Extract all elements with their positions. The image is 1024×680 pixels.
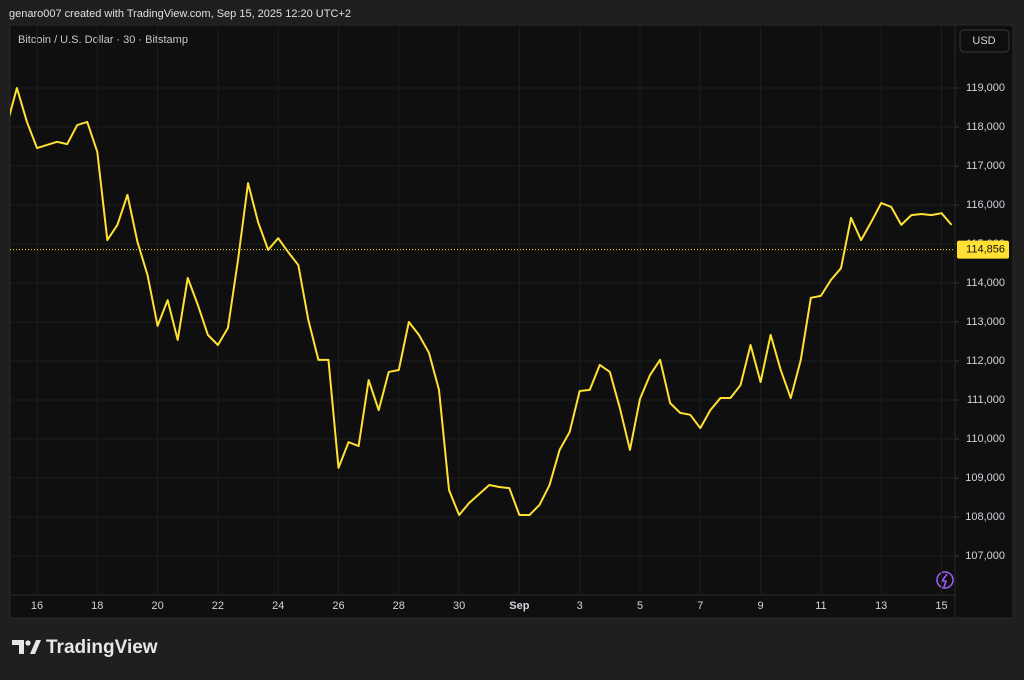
x-tick-label: 13 [875, 600, 887, 612]
icon-bolt[interactable] [940, 573, 948, 588]
logo-mark [30, 640, 41, 654]
y-tick-label: 114,000 [966, 277, 1005, 289]
y-tick-label: 119,000 [966, 82, 1005, 94]
x-tick-label: 16 [31, 600, 43, 612]
y-tick-label: 116,000 [966, 199, 1005, 211]
x-tick-label: Sep [509, 600, 529, 612]
logo-dot [25, 640, 31, 646]
x-tick-label: 26 [332, 600, 344, 612]
currency-button[interactable] [959, 29, 1010, 53]
y-tick-label: 118,000 [966, 121, 1005, 133]
x-tick-label: 30 [453, 600, 465, 612]
brand-name: TradingView [46, 637, 158, 658]
x-tick-label: 24 [272, 600, 284, 612]
y-tick-label: 109,000 [965, 472, 1005, 484]
x-tick-label: 28 [393, 600, 405, 612]
x-tick-label: 3 [577, 600, 583, 612]
y-tick-label: 107,000 [965, 550, 1005, 562]
x-tick-label: 5 [637, 600, 643, 612]
y-tick-label: 111,000 [967, 394, 1005, 406]
y-tick-label: 117,000 [966, 160, 1005, 172]
y-tick-label: 112,000 [966, 355, 1005, 367]
y-tick-label: 113,000 [966, 316, 1005, 328]
y-tick-label: 110,000 [966, 433, 1005, 445]
x-tick-label: 11 [815, 600, 826, 612]
price-line [10, 87, 953, 517]
currency-label[interactable]: USD [972, 35, 995, 47]
plot-area [10, 25, 955, 595]
x-tick-label: 15 [935, 600, 947, 612]
x-tick-label: 7 [697, 600, 703, 612]
shortcut-icon[interactable] [936, 571, 954, 589]
last-price-tag [957, 240, 1009, 259]
last-price-label: 114,856 [966, 244, 1005, 256]
x-tick-label: 18 [91, 600, 103, 612]
x-tick-label: 22 [212, 600, 224, 612]
brand-logo: TradingView [12, 637, 158, 658]
icon-ring[interactable] [936, 571, 954, 589]
header: genaro007 created with TradingView.com, … [9, 8, 351, 20]
logo-mark [12, 640, 24, 654]
y-tick-label: 108,000 [965, 511, 1005, 523]
x-tick-label: 9 [758, 600, 764, 612]
x-tick-label: 20 [151, 600, 163, 612]
chart-title: Bitcoin / U.S. Dollar · 30 · Bitstamp [18, 34, 188, 46]
